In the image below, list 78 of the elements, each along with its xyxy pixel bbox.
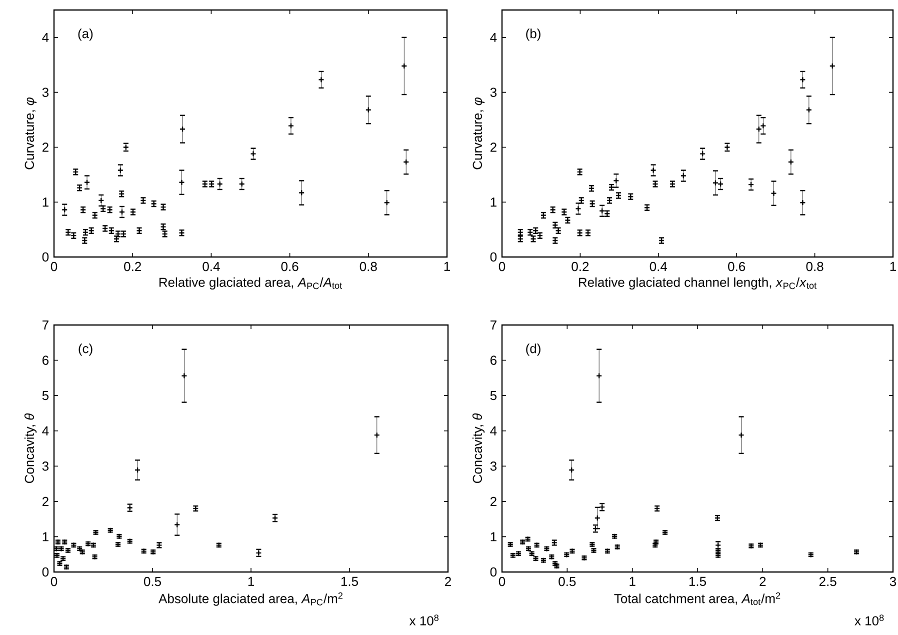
point [748, 181, 754, 188]
y-tick-label: 2 [490, 496, 496, 506]
y-tick-label: 0 [490, 567, 497, 577]
annotation: (c) [78, 344, 92, 356]
x-axis-title: Absolute glaciated area, A$_{PC}$/m$^{2}$ [158, 592, 342, 606]
text: x 10$^{8}$ [409, 614, 439, 626]
x-tick-label: 0.4 [202, 262, 220, 272]
point [699, 150, 706, 157]
x-axis-title: Relative glaciated area, A$_{PC}$/A$_{tot}$ [159, 277, 342, 290]
x-tick-label: 1 [248, 576, 254, 586]
x-tick-label: 3 [890, 576, 896, 586]
y-tick-label: 3 [42, 88, 49, 97]
y-tick-label: 0 [42, 252, 49, 262]
x-tick-label: 0.6 [281, 262, 298, 272]
point [650, 167, 656, 174]
x-tick-label: 0.6 [728, 262, 746, 272]
x-tick-label: 1 [890, 262, 896, 271]
point [680, 172, 687, 179]
y-tick-label: 7 [490, 320, 496, 330]
y-tick-label: 0 [42, 567, 49, 577]
x-tick-label: 0 [50, 576, 58, 586]
point [98, 197, 104, 204]
y-tick-label: 6 [42, 356, 49, 365]
y-tick-label: 1 [490, 198, 496, 207]
y-tick-label: 1 [42, 532, 48, 542]
point [250, 150, 256, 157]
y-tick-label: 6 [490, 356, 497, 365]
x-tick-label: 1 [630, 576, 636, 586]
point [216, 180, 223, 188]
x-tick-label: 1.5 [341, 576, 358, 586]
y-axis-title: Concavity, θ [472, 413, 485, 484]
y-tick-label: 3 [42, 462, 49, 471]
x-tick-label: 2 [760, 576, 766, 586]
x-tick-label: 0.5 [558, 576, 576, 586]
x-tick-label: 0.2 [572, 262, 589, 272]
annotation: (b) [526, 28, 540, 41]
y-axis-title: Concavity, θ [24, 413, 37, 484]
y-tick-label: 5 [42, 391, 49, 400]
annotation: (a) [78, 28, 93, 41]
x-tick-label: 0.4 [650, 262, 668, 272]
y-tick-label: 1 [490, 532, 496, 542]
point [62, 206, 68, 213]
x-tick-label: 1 [444, 262, 450, 271]
y-tick-label: 2 [490, 142, 496, 152]
point [652, 538, 660, 546]
x-tick-label: 2 [445, 576, 451, 586]
annotation: (d) [526, 344, 540, 356]
y-tick-label: 7 [42, 320, 48, 330]
y-tick-label: 0 [490, 252, 497, 262]
y-tick-label: 4 [490, 32, 497, 42]
y-tick-label: 4 [490, 426, 497, 436]
x-tick-label: 2.5 [819, 576, 836, 586]
point [575, 206, 582, 212]
point [84, 179, 90, 186]
y-tick-label: 2 [42, 496, 48, 506]
x-axis-title: Relative glaciated channel length, x$_{PC}$/x$_{tot}$ [578, 277, 817, 290]
y-axis-title: Curvature, φ [24, 98, 37, 170]
x-tick-label: 0.2 [124, 262, 141, 272]
y-tick-label: 2 [42, 142, 48, 152]
x-tick-label: 0 [498, 576, 506, 586]
x-tick-label: 0.5 [144, 576, 161, 586]
x-tick-label: 0 [498, 262, 506, 272]
y-axis-title: Curvature, φ [472, 98, 485, 170]
point [238, 180, 245, 188]
x-tick-label: 0.8 [360, 262, 377, 272]
y-tick-label: 4 [42, 426, 49, 436]
x-tick-label: 0 [50, 262, 58, 272]
y-tick-label: 3 [490, 88, 497, 97]
x-axis-title: Total catchment area, A$_{tot}$/m$^{2}$ [614, 592, 780, 605]
point [117, 167, 124, 174]
y-tick-label: 3 [490, 462, 497, 471]
text: x 10$^{8}$ [854, 614, 884, 626]
y-tick-label: 5 [490, 391, 497, 400]
x-tick-label: 1.5 [689, 576, 706, 586]
x-tick-label: 0.8 [806, 262, 824, 272]
y-tick-label: 1 [42, 198, 48, 207]
point [118, 208, 126, 216]
y-tick-label: 4 [42, 32, 49, 42]
